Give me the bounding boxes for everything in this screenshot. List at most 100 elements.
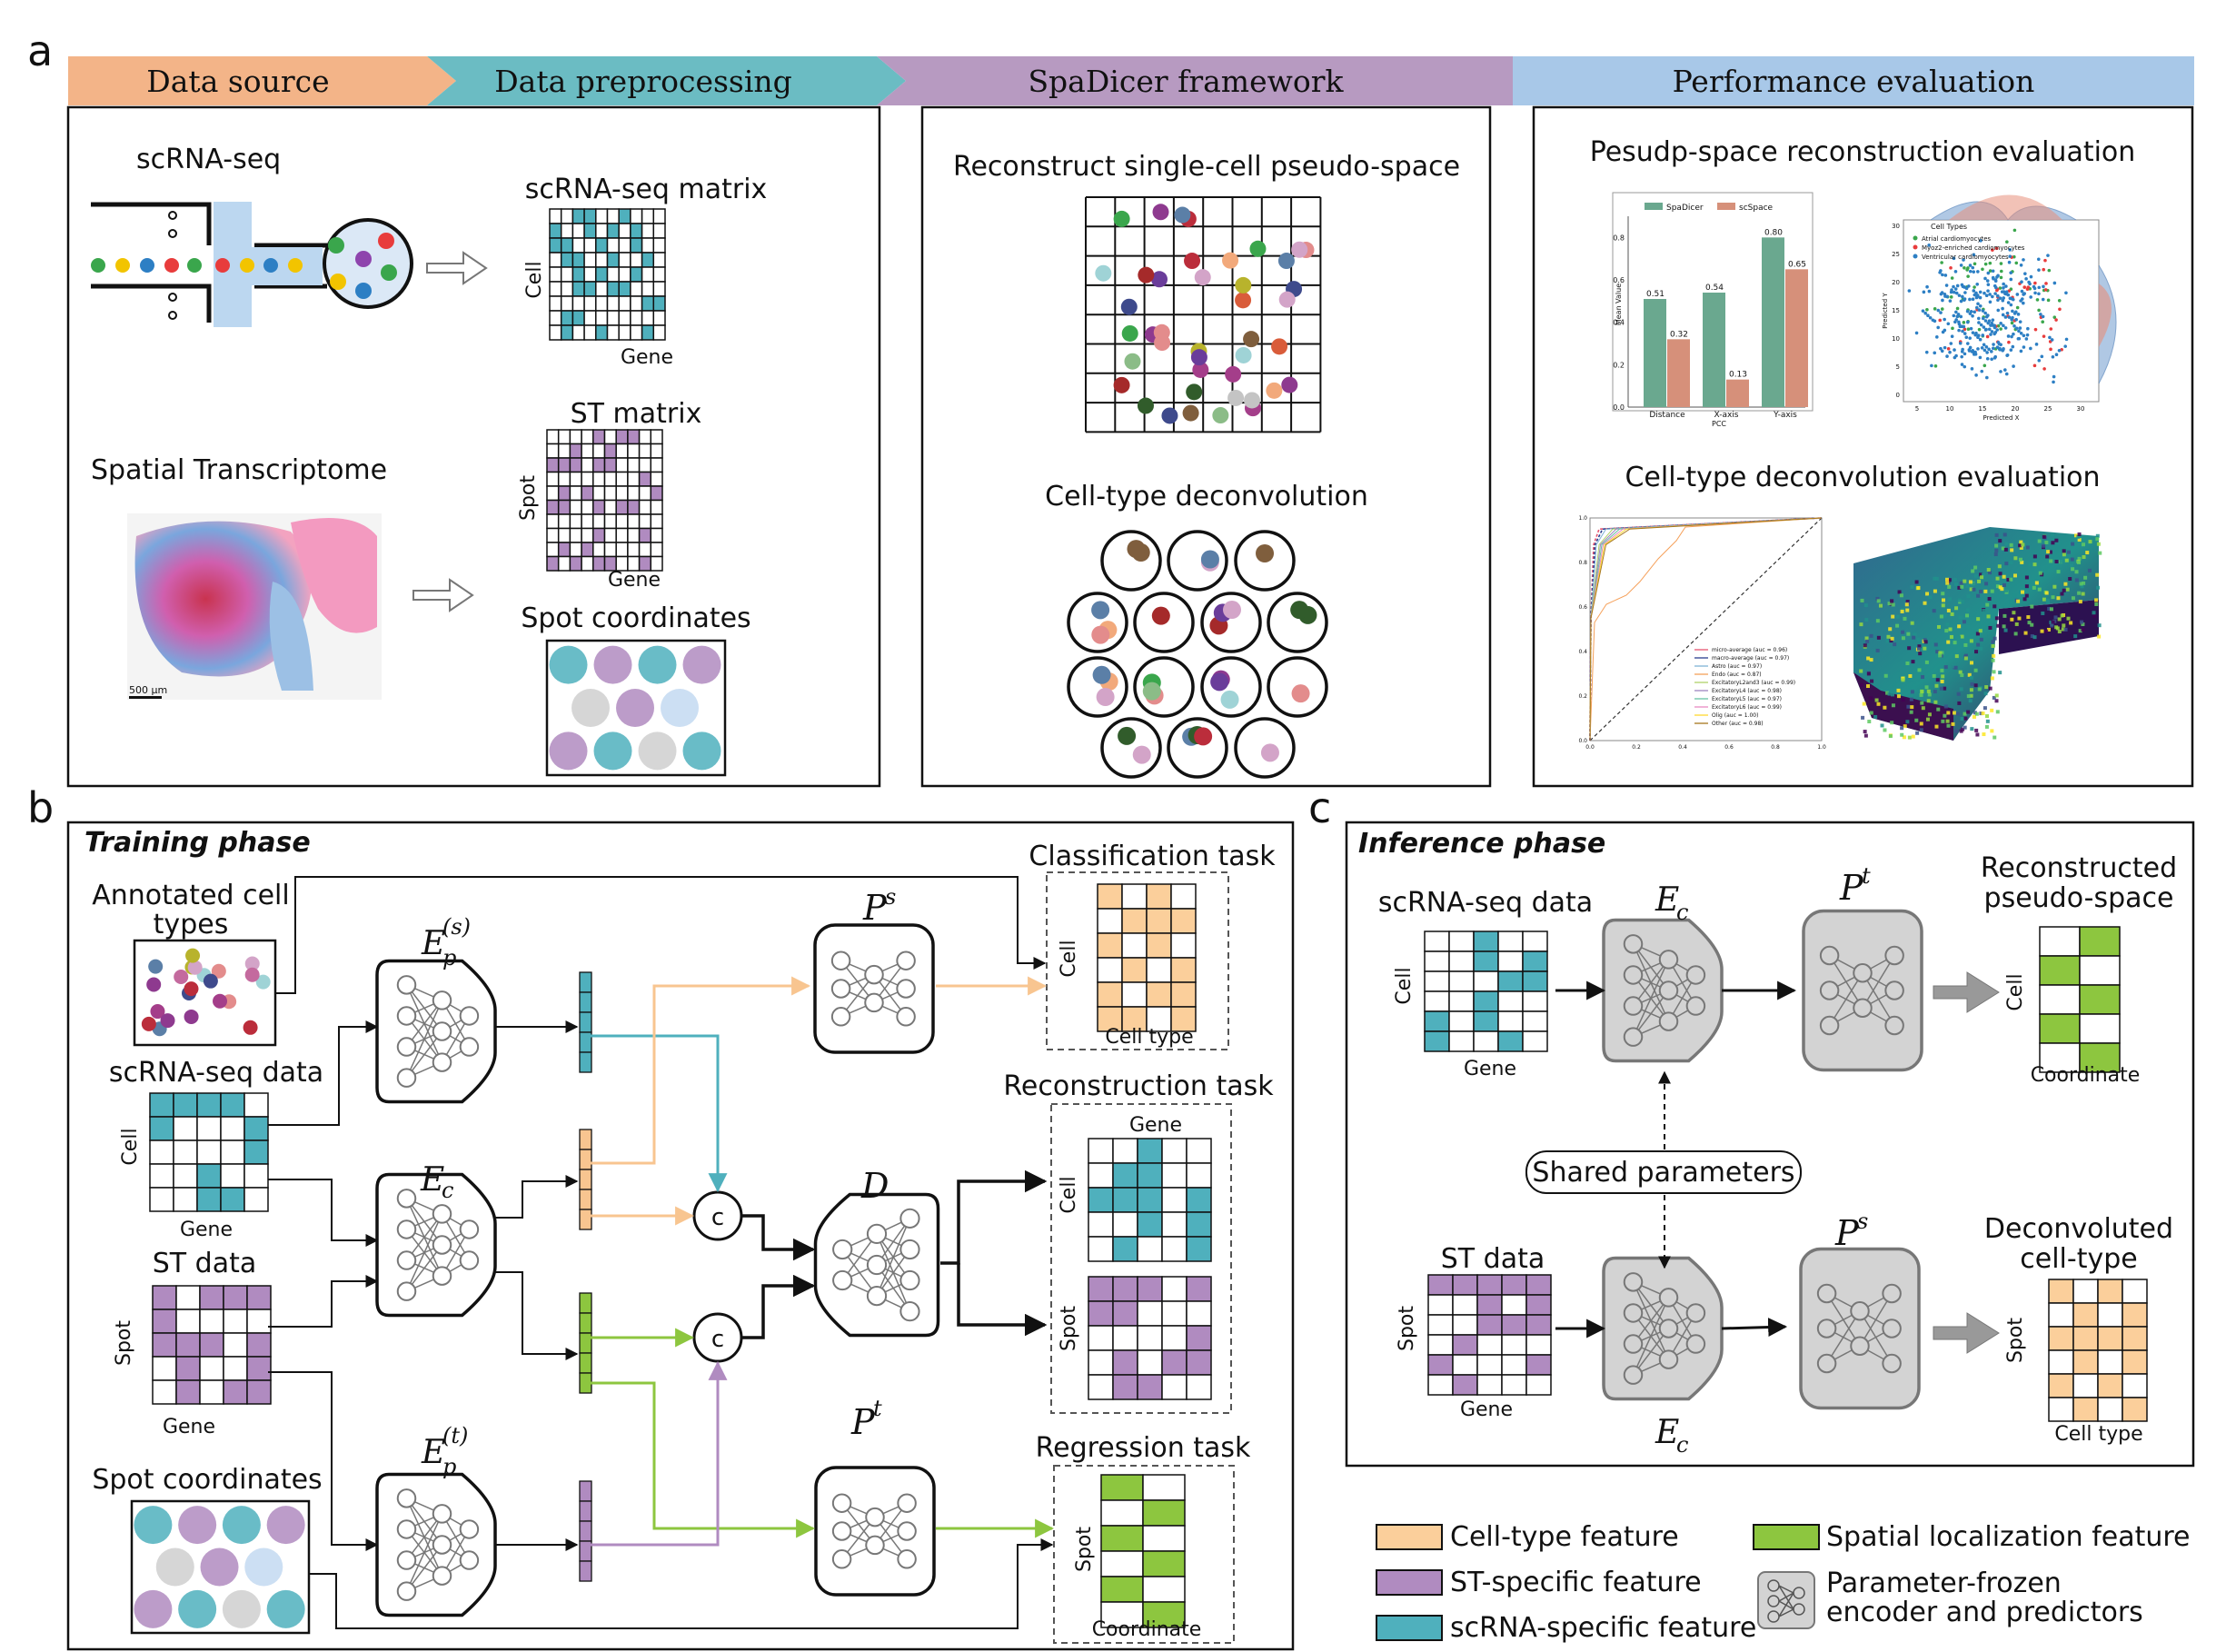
- reg-coordinate-label: Coordinate: [1092, 1618, 1202, 1641]
- matrix-cell: [1112, 1211, 1138, 1238]
- matrix-cell: [243, 1163, 269, 1189]
- matrix-cell: [199, 1356, 224, 1381]
- mini-scatter-xtick: 20: [2012, 405, 2020, 413]
- mini-roc-legend: micro-average (auc = 0.96): [1712, 647, 1787, 653]
- matrix-cell: [571, 266, 585, 283]
- classification-grid: [1097, 883, 1197, 1032]
- matrix-cell: [2097, 1349, 2123, 1375]
- mini-bar-ytick: 0.4: [1613, 319, 1625, 327]
- annotated-cell-dot: [148, 959, 164, 974]
- matrix-cell: [1452, 1314, 1478, 1336]
- matrix-cell: [1137, 1138, 1163, 1164]
- matrix-cell: [196, 1092, 222, 1118]
- b-scrna-gene-label: Gene: [180, 1219, 233, 1241]
- spot-circle: [178, 1506, 217, 1545]
- b-st-gene-label: Gene: [163, 1416, 215, 1438]
- matrix-cell: [581, 471, 594, 487]
- stage4-label: Performance evaluation: [1673, 64, 2035, 99]
- cell-dot: [1137, 397, 1154, 414]
- matrix-cell: [199, 1332, 224, 1358]
- matrix-cell: [630, 208, 643, 224]
- matrix-cell: [220, 1163, 245, 1189]
- feature-cell: [579, 1312, 592, 1334]
- matrix-cell: [149, 1163, 174, 1189]
- svg-text:s: s: [885, 884, 896, 910]
- matrix-cell: [595, 266, 609, 283]
- matrix-cell: [630, 223, 643, 239]
- stage2-label: Data preprocessing: [494, 64, 792, 99]
- matrix-cell: [199, 1379, 224, 1405]
- mini-bar: [1703, 293, 1725, 407]
- annotated-cell-dot: [203, 973, 218, 989]
- feature-cell: [579, 1011, 592, 1033]
- spot-circle: [266, 1506, 305, 1545]
- matrix-cell: [569, 555, 582, 572]
- feature-cell: [579, 1352, 592, 1374]
- matrix-cell: [2079, 955, 2121, 986]
- matrix-cell: [1522, 1030, 1548, 1052]
- c-recon-grid: [2039, 926, 2121, 1073]
- matrix-cell: [1097, 1006, 1123, 1032]
- mini-scatter-ytick: 15: [1892, 307, 1900, 314]
- matrix-cell: [606, 310, 620, 326]
- mini-scatter-ylabel: Predicted Y: [1882, 293, 1889, 329]
- matrix-cell: [1186, 1325, 1212, 1351]
- matrix-cell: [1142, 1550, 1186, 1577]
- matrix-cell: [1088, 1187, 1114, 1213]
- c-st-data-title: ST data: [1441, 1243, 1545, 1275]
- c-recon-cell-label: Cell: [2004, 973, 2027, 1010]
- decoder-d: [813, 1192, 940, 1338]
- matrix-cell: [650, 471, 663, 487]
- cell-dot: [1194, 269, 1211, 286]
- matrix-cell: [1448, 1030, 1475, 1052]
- spot-coordinates-title: Spot coordinates: [521, 602, 750, 634]
- matrix-cell: [246, 1285, 272, 1310]
- deconvoluted-line1: Deconvoluted: [1984, 1213, 2173, 1245]
- mini-roc-legend: Astro (auc = 0.97): [1712, 663, 1762, 670]
- matrix-cell: [606, 208, 620, 224]
- matrix-cell: [2079, 1013, 2121, 1044]
- ec-label-b: E c: [420, 1161, 453, 1203]
- matrix-cell: [1161, 1325, 1188, 1351]
- matrix-cell: [1186, 1187, 1212, 1213]
- matrix-cell: [220, 1116, 245, 1141]
- feature-bars: [579, 971, 592, 1582]
- matrix-cell: [549, 266, 562, 283]
- mini-roc-xtick: 0.6: [1724, 744, 1734, 751]
- matrix-cell: [1473, 1010, 1499, 1032]
- matrix-cell: [1186, 1138, 1212, 1164]
- matrix-cell: [618, 281, 631, 297]
- scrna-matrix-grid: [549, 208, 666, 341]
- cell-dot: [1235, 346, 1252, 363]
- matrix-cell: [615, 471, 629, 487]
- matrix-cell: [560, 208, 574, 224]
- regression-task-box: [1053, 1465, 1235, 1644]
- regression-task-title: Regression task: [1036, 1432, 1251, 1464]
- cell-dot: [1291, 241, 1308, 258]
- matrix-cell: [173, 1139, 198, 1165]
- matrix-cell: [1497, 970, 1524, 992]
- matrix-cell: [1088, 1211, 1114, 1238]
- mini-roc-xtick: 1.0: [1817, 744, 1826, 751]
- panel-c-box: [1345, 821, 2195, 1468]
- matrix-cell: [546, 429, 560, 445]
- matrix-cell: [1476, 1334, 1503, 1356]
- matrix-cell: [652, 281, 666, 297]
- matrix-cell: [560, 295, 574, 312]
- annotated-cell-types-line1: Annotated cell: [92, 880, 289, 911]
- mini-scatter-xtick: 10: [1946, 405, 1954, 413]
- matrix-cell: [1525, 1354, 1552, 1376]
- cell-dot: [1271, 338, 1288, 355]
- matrix-cell: [2048, 1302, 2074, 1328]
- matrix-cell: [1142, 1525, 1186, 1552]
- annotated-cell-dot: [184, 981, 199, 997]
- matrix-cell: [1424, 990, 1450, 1012]
- volume-render-image: [1853, 527, 2102, 741]
- matrix-cell: [549, 281, 562, 297]
- matrix-cell: [630, 295, 643, 312]
- matrix-cell: [220, 1139, 245, 1165]
- cell-dot: [1192, 361, 1209, 378]
- matrix-cell: [650, 555, 663, 572]
- matrix-cell: [2072, 1397, 2099, 1422]
- matrix-cell: [603, 513, 617, 530]
